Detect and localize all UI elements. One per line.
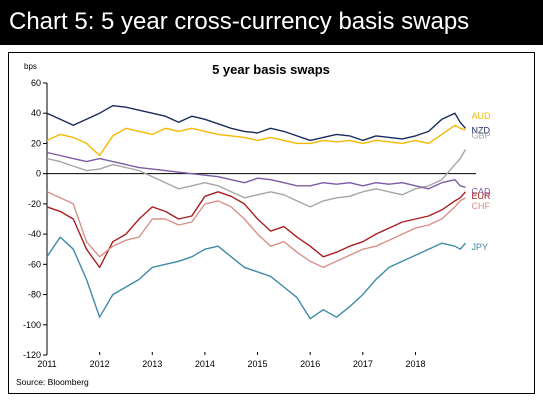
y-tick-label: 60 [31, 78, 41, 88]
series-line-aud [46, 124, 466, 157]
series-label-aud: AUD [471, 111, 491, 121]
x-tick-label: 2014 [195, 359, 215, 369]
y-tick-label: 20 [31, 138, 41, 148]
series-line-jpy [46, 236, 467, 320]
y-tick-label: -80 [28, 290, 41, 300]
chart-title: 5 year basis swaps [212, 62, 330, 77]
series-line-gbp [46, 149, 467, 208]
y-tick-label: 40 [31, 108, 41, 118]
chart-frame [8, 52, 535, 394]
series-line-nzd [46, 104, 467, 142]
series-label-gbp: GBP [471, 130, 490, 140]
y-tick-label: -100 [23, 320, 41, 330]
x-tick-label: 2016 [300, 359, 320, 369]
series-label-nzd: NZD [471, 125, 490, 135]
x-tick-label: 2018 [405, 359, 425, 369]
series-label-eur: EUR [471, 191, 491, 201]
series-label-jpy: JPY [471, 242, 488, 252]
y-tick-label: -40 [28, 229, 41, 239]
chart-banner: Chart 5: 5 year cross-currency basis swa… [0, 0, 543, 45]
y-tick-label: 0 [36, 169, 41, 179]
series-line-cad [46, 151, 466, 190]
series-line-chf [46, 191, 466, 269]
x-tick-label: 2013 [142, 359, 162, 369]
source-note: Source: Bloomberg [16, 377, 89, 387]
series-line-eur [46, 191, 467, 269]
series-label-cad: CAD [471, 186, 491, 196]
x-tick-label: 2012 [90, 359, 110, 369]
y-tick-label: -60 [28, 259, 41, 269]
chart-banner-title: Chart 5: 5 year cross-currency basis swa… [9, 8, 470, 35]
y-tick-label: -20 [28, 199, 41, 209]
x-tick-label: 2015 [248, 359, 268, 369]
series-layer [46, 104, 467, 320]
x-tick-label: 2011 [37, 359, 56, 369]
x-tick-label: 2017 [353, 359, 373, 369]
y-tick-label: -120 [23, 350, 41, 360]
y-axis-label: bps [24, 62, 37, 71]
series-label-chf: CHF [471, 201, 490, 211]
